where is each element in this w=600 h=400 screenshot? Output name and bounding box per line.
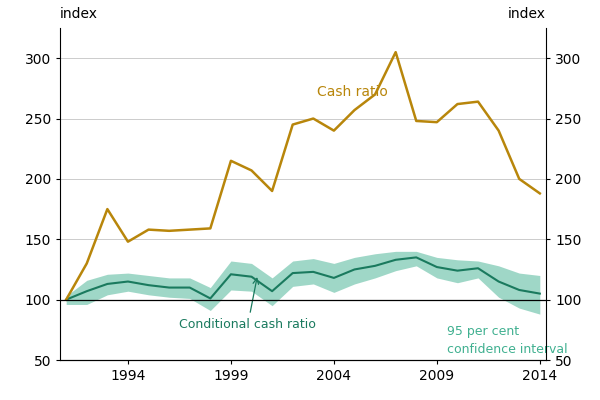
Text: Cash ratio: Cash ratio: [317, 85, 388, 99]
Text: Conditional cash ratio: Conditional cash ratio: [179, 278, 316, 331]
Text: index: index: [508, 7, 546, 21]
Text: index: index: [60, 7, 98, 21]
Text: 95 per cent
confidence interval: 95 per cent confidence interval: [447, 325, 568, 356]
